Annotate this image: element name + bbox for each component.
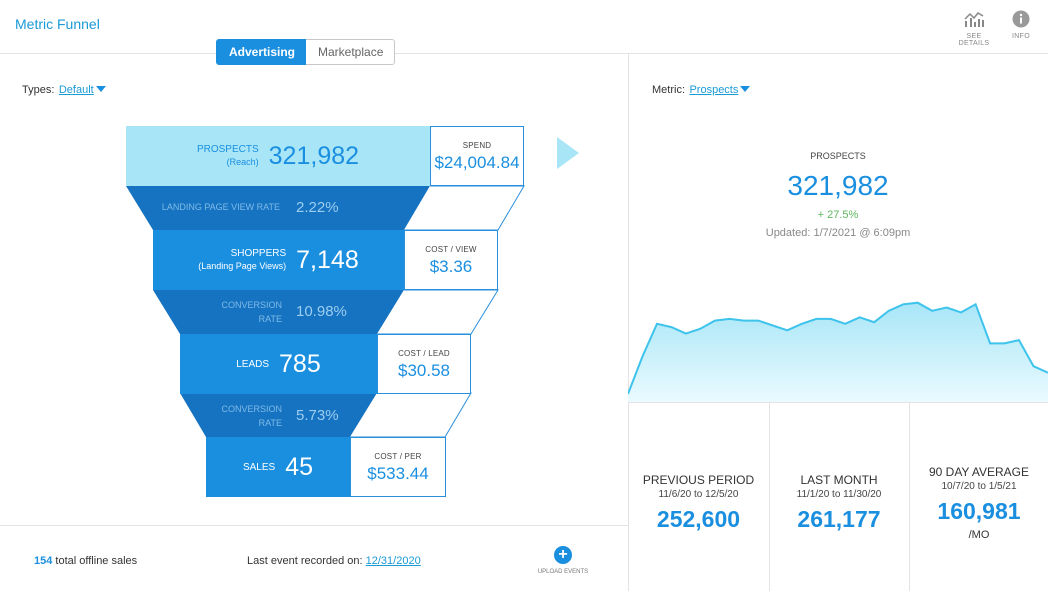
chevron-down-icon[interactable] [740, 86, 751, 92]
funnel-stage-sales: SALES 45 [206, 437, 350, 497]
cost-value: $30.58 [398, 361, 450, 380]
stage-sub-text: (Reach) [226, 157, 259, 167]
upload-events-button[interactable]: + UPLOAD EVENTS [531, 546, 595, 575]
rate-label-text: RATE [258, 314, 282, 324]
stat-label: LAST MONTH [800, 473, 878, 487]
funnel-band-1 [126, 186, 430, 230]
stage-label-text: PROSPECTS [196, 144, 259, 155]
info-label: INFO [1012, 33, 1030, 40]
stat-unit: /MO [968, 529, 990, 541]
page-title: Metric Funnel [15, 16, 100, 32]
stage-value: 785 [279, 349, 321, 378]
cost-box-view: COST / VIEW $3.36 [404, 230, 498, 290]
rate-label: LANDING PAGE VIEW RATE [140, 200, 280, 214]
funnel-stage-shoppers: SHOPPERS (Landing Page Views) 7,148 [153, 230, 404, 290]
stat-last-month: LAST MONTH 11/1/20 to 11/30/20 261,177 [769, 403, 908, 591]
chevron-down-icon[interactable] [95, 86, 106, 92]
summary-updated: Updated: 1/7/2021 @ 6:09pm [765, 227, 911, 239]
last-event: Last event recorded on: 12/31/2020 [247, 555, 421, 567]
rate-label-text: CONVERSION [221, 404, 282, 414]
stage-label: SHOPPERS (Landing Page Views) [198, 247, 286, 273]
tab-advertising[interactable]: Advertising [216, 39, 306, 65]
funnel-band-3 [180, 393, 377, 437]
types-label: Types: [22, 84, 55, 96]
stat-value: 160,981 [937, 498, 1021, 524]
offline-count: 154 [34, 555, 53, 567]
rate-value: 10.98% [296, 303, 347, 320]
stage-value: 45 [285, 452, 314, 481]
rate-value: 2.22% [296, 199, 339, 216]
stat-previous-period: PREVIOUS PERIOD 11/6/20 to 12/5/20 252,6… [629, 403, 768, 591]
funnel-stage-prospects: PROSPECTS (Reach) 321,982 [126, 126, 430, 186]
cost-label: SPEND [462, 141, 492, 150]
chart-icon [964, 12, 984, 27]
summary-change: + 27.5% [817, 209, 859, 221]
summary-value: 321,982 [787, 170, 889, 201]
stage-value: 321,982 [268, 141, 360, 170]
types-dropdown[interactable]: Default [58, 84, 94, 96]
stage-sub-text: (Landing Page Views) [198, 261, 287, 271]
chart-area [628, 302, 1048, 402]
stat-label: 90 DAY AVERAGE [928, 465, 1030, 479]
tab-marketplace[interactable]: Marketplace [306, 39, 395, 65]
cost-box-per: COST / PER $533.44 [350, 437, 446, 497]
cost-box-spend: SPEND $24,004.84 [430, 126, 524, 186]
info-icon [1012, 10, 1030, 28]
plus-icon[interactable]: + [554, 546, 572, 564]
metric-dropdown[interactable]: Prospects [689, 84, 739, 96]
stage-label-text: SALES [242, 461, 276, 473]
prospects-trend-chart [628, 301, 1048, 402]
metric-selector: Metric: Prospects [652, 80, 751, 98]
stage-label: PROSPECTS (Reach) [197, 143, 259, 169]
stage-label-text: LEADS [236, 358, 270, 370]
rate-label-text: RATE [258, 418, 282, 428]
see-details-label: SEE DETAILS [958, 33, 990, 47]
stat-dates: 11/6/20 to 12/5/20 [658, 489, 739, 500]
play-arrow-icon[interactable] [557, 137, 579, 169]
cost-value: $24,004.84 [434, 153, 520, 172]
funnel: PROSPECTS (Reach) 321,982 SPEND $24,004.… [126, 126, 579, 497]
offline-sales: 154 total offline sales [34, 555, 137, 567]
cost-box-lead: COST / LEAD $30.58 [377, 334, 471, 394]
cost-label: COST / LEAD [398, 349, 450, 358]
cost-value: $3.36 [429, 257, 473, 276]
stat-value: 252,600 [656, 506, 741, 532]
funnel-band-2 [153, 290, 404, 334]
info-button[interactable]: INFO [999, 10, 1043, 40]
see-details-button[interactable]: SEE DETAILS [952, 10, 996, 47]
cost-label: COST / PER [374, 452, 422, 461]
header-divider [0, 53, 1048, 54]
offline-text: total offline sales [55, 555, 138, 567]
funnel-stage-leads: LEADS 785 [180, 334, 377, 394]
stage-label: SALES [243, 461, 275, 474]
last-event-date-link[interactable]: 12/31/2020 [365, 555, 421, 567]
stat-value: 261,177 [797, 506, 881, 532]
rate-label: CONVERSION RATE [182, 298, 282, 326]
stat-label: PREVIOUS PERIOD [642, 473, 755, 487]
summary-label: PROSPECTS [810, 151, 866, 161]
rate-label-text: CONVERSION [221, 300, 282, 310]
last-event-label: Last event recorded on: [247, 555, 363, 567]
cost-label: COST / VIEW [425, 245, 477, 254]
types-selector: Types: Default [22, 80, 106, 98]
rate-label: CONVERSION RATE [182, 402, 282, 430]
channel-toggle: Advertising Marketplace [216, 39, 395, 65]
stats-divider [628, 402, 1048, 403]
stage-label-text: SHOPPERS [230, 248, 287, 259]
rate-value: 5.73% [296, 407, 339, 424]
cost-value: $533.44 [367, 464, 429, 483]
rate-label-text: LANDING PAGE VIEW RATE [161, 202, 280, 212]
stat-dates: 11/1/20 to 11/30/20 [796, 489, 882, 500]
stat-90-day-average: 90 DAY AVERAGE 10/7/20 to 1/5/21 160,981… [909, 403, 1048, 591]
funnel-graphic [126, 185, 525, 438]
upload-events-label: UPLOAD EVENTS [537, 569, 589, 575]
stat-dates: 10/7/20 to 1/5/21 [941, 481, 1017, 492]
stage-label: LEADS [236, 358, 269, 371]
stage-value: 7,148 [296, 245, 359, 274]
panel-divider [628, 53, 629, 591]
footer-divider [0, 525, 628, 526]
metric-label: Metric: [652, 84, 685, 96]
chart-line [628, 301, 1048, 395]
